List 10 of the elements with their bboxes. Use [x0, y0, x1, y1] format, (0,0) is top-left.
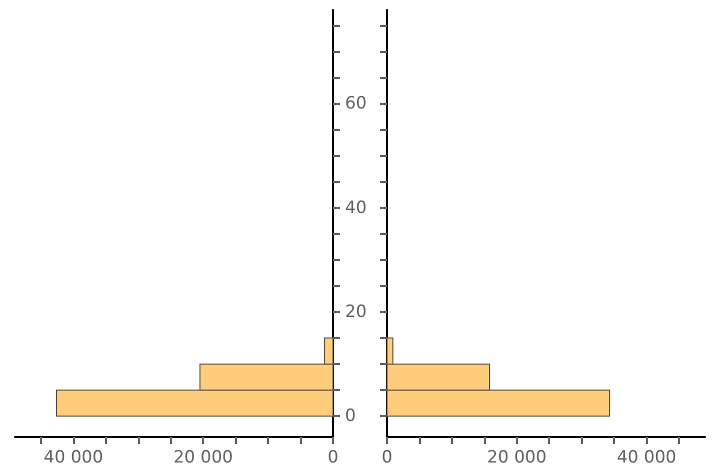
x-tick-label: 20 000: [487, 448, 547, 468]
x-tick-label: 40 000: [616, 448, 676, 468]
y-tick-label: 60: [345, 94, 367, 114]
y-tick-label: 20: [345, 302, 367, 322]
x-tick-label: 20 000: [173, 448, 233, 468]
x-tick-label: 40 000: [44, 448, 104, 468]
y-tick-label: 0: [345, 406, 356, 426]
x-tick-label: 0: [328, 448, 338, 468]
y-tick-label: 40: [345, 198, 367, 218]
x-tick-label: 0: [382, 448, 392, 468]
